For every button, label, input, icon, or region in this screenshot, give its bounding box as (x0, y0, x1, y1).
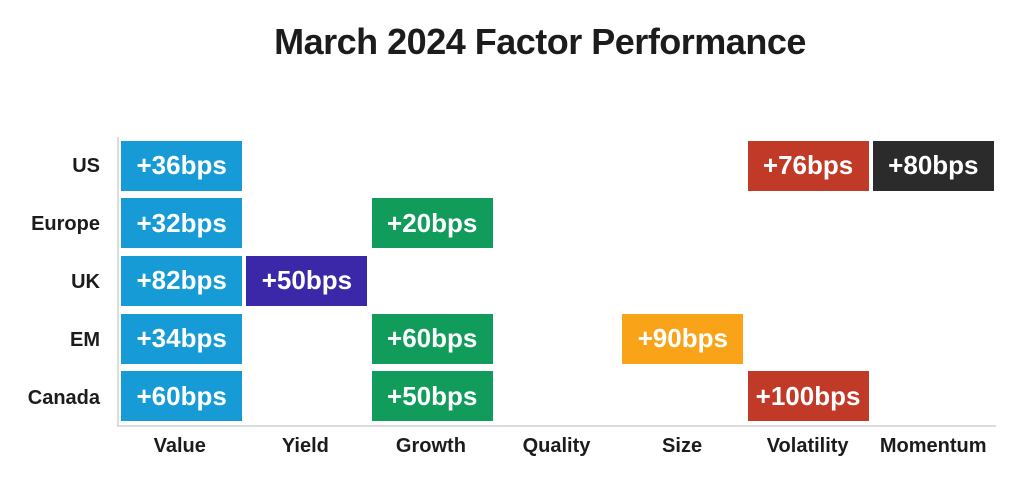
cell-canada-growth: +50bps (371, 371, 493, 422)
column-label-value: Value (153, 435, 206, 457)
row-label-canada: Canada (27, 386, 100, 409)
cell-canada-volatility: +100bps (747, 371, 869, 422)
column-label-size: Size (662, 435, 703, 457)
cell-uk-yield: +50bps (246, 255, 368, 306)
cell-em-value: +34bps (121, 313, 243, 364)
column-label-momentum: Momentum (879, 435, 987, 457)
row-label-em: EM (70, 328, 100, 351)
column-label-yield: Yield (281, 435, 329, 457)
cell-europe-growth: +20bps (371, 198, 493, 249)
chart-title: March 2024 Factor Performance (274, 21, 806, 62)
row-labels: US Europe UK EM Canada (0, 137, 100, 427)
cell-em-size: +90bps (622, 313, 744, 364)
column-label-growth: Growth (395, 435, 466, 457)
row-label-uk: UK (71, 270, 100, 293)
column-label-volatility: Volatility (766, 435, 849, 457)
cell-us-volatility: +76bps (747, 140, 869, 191)
cell-canada-value: +60bps (121, 371, 243, 422)
column-label-quality: Quality (522, 435, 591, 457)
cell-em-growth: +60bps (371, 313, 493, 364)
column-labels: Value Yield Growth Quality Size Volatility Mom… (117, 435, 996, 458)
row-label-us: US (72, 154, 100, 177)
chart-area: US Europe UK EM Canada +36bps +76bps +80bps +32… (28, 137, 996, 457)
cell-uk-value: +82bps (121, 255, 243, 306)
cell-europe-value: +32bps (121, 198, 243, 249)
row-label-europe: Europe (31, 212, 100, 235)
plot-area: +36bps +76bps +80bps +32bps +20bps +82bps +50b… (117, 137, 996, 427)
cell-us-momentum: +80bps (872, 140, 994, 191)
cell-us-value: +36bps (121, 140, 243, 191)
